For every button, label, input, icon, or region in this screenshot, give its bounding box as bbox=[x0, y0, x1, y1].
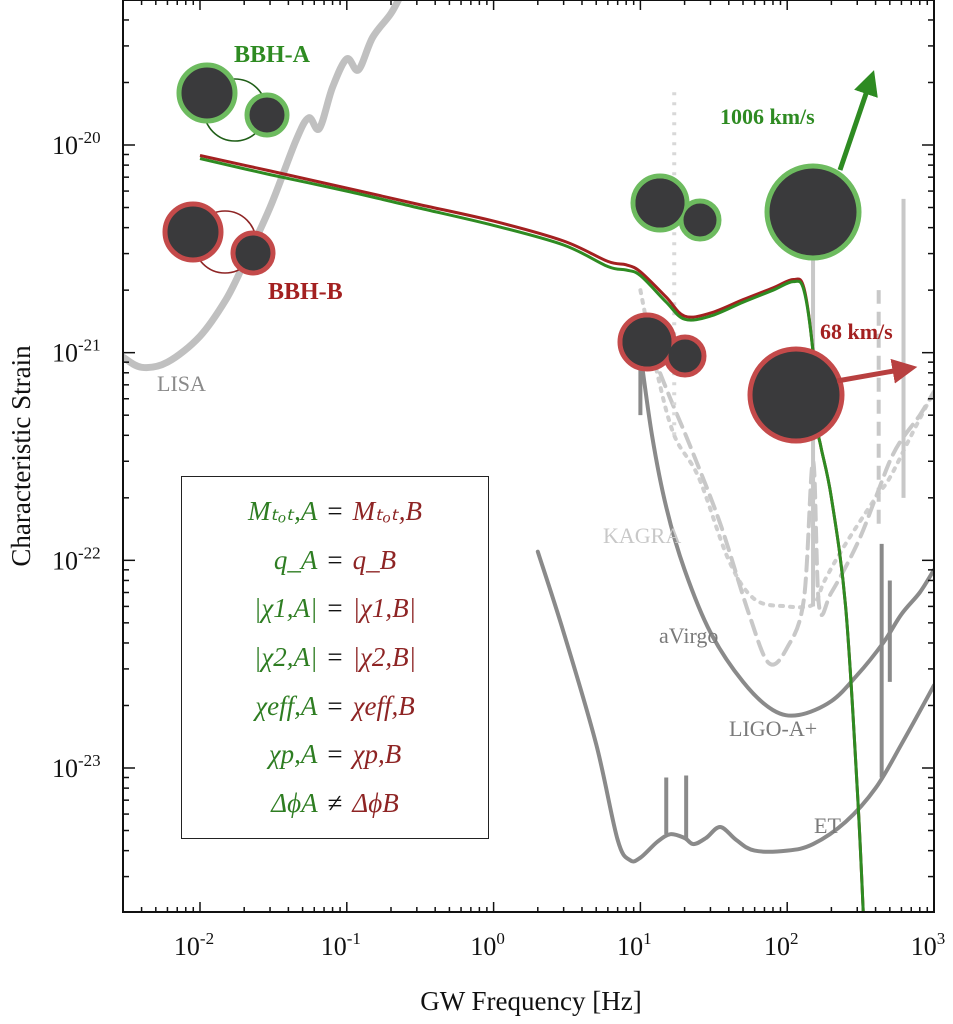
y-tick-label: 10-22 bbox=[52, 543, 101, 575]
et-label: ET bbox=[814, 813, 841, 838]
avirgo-label: aVirgo bbox=[659, 623, 718, 648]
kagra-label: KAGRA bbox=[603, 523, 681, 548]
bbh-b-merging-bh-icon bbox=[663, 334, 707, 378]
y-tick-label: 10-23 bbox=[52, 751, 101, 783]
detector-curve-et bbox=[535, 549, 934, 864]
equation-row: χeff,A = χeff,B bbox=[255, 691, 414, 722]
equation-operator: ≠ bbox=[327, 788, 343, 819]
equation-lhs: |χ2,A| bbox=[253, 641, 318, 672]
x-tick-label: 103 bbox=[911, 929, 946, 961]
detector-curve-lisa bbox=[123, 0, 403, 372]
bbh-b-merger-illustration bbox=[617, 312, 918, 444]
bbh-b-kick-velocity-label: 68 km/s bbox=[820, 319, 893, 344]
equation-operator: = bbox=[327, 593, 343, 624]
y-axis-title: Characteristic Strain bbox=[6, 345, 36, 567]
x-tick-label: 102 bbox=[764, 929, 799, 961]
bbh-b-kick-arrow-icon bbox=[836, 358, 918, 384]
x-tick-label: 100 bbox=[470, 929, 504, 961]
detector-curve-kagra bbox=[638, 288, 934, 610]
bbh-a-primary-bh-icon bbox=[176, 62, 238, 124]
equation-rhs: χeff,B bbox=[352, 690, 415, 721]
bbh-a-merging-bh-icon bbox=[678, 198, 722, 242]
bbh-a-secondary-bh-icon bbox=[244, 92, 290, 138]
bbh-a-remnant-bh-icon bbox=[764, 163, 862, 261]
equation-row: |χ1,A| = |χ1,B| bbox=[254, 593, 416, 624]
parameter-equations-box: Mₜₒₜ,A = Mₜₒₜ,B q_A = q_B |χ1,A| = |χ1,B| |χ2,A| =… bbox=[181, 476, 489, 839]
y-tick-label: 10-20 bbox=[52, 128, 101, 160]
equation-operator: = bbox=[327, 739, 343, 770]
bbh-a-kick-arrow-icon bbox=[837, 70, 878, 171]
bbh-a-label: BBH-A bbox=[234, 42, 311, 68]
equation-rhs: q_B bbox=[352, 544, 397, 575]
equation-rhs: χp,B bbox=[352, 739, 402, 770]
equation-row: χp,A = χp,B bbox=[269, 739, 401, 770]
x-tick-label: 10-1 bbox=[321, 929, 361, 961]
equation-rhs: |χ2,B| bbox=[352, 641, 417, 672]
equation-row: ΔϕA ≠ ΔϕB bbox=[271, 788, 398, 819]
axes: 10-2 10-1 100 101 102 103 10-20 10-21 10-22 10-23 bbox=[52, 0, 945, 961]
bbh-a-merger-illustration bbox=[630, 70, 878, 261]
signal-curve-bbh-a bbox=[199, 157, 865, 912]
equation-row: Mₜₒₜ,A = Mₜₒₜ,B bbox=[248, 496, 422, 527]
bbh-b-remnant-bh-icon bbox=[747, 346, 845, 444]
ligo-aplus-label: LIGO-A+ bbox=[729, 716, 817, 741]
bbh-b-secondary-bh-icon bbox=[230, 230, 276, 276]
detector-curve-ligo-a- bbox=[638, 350, 934, 718]
equation-lhs: χeff,A bbox=[255, 690, 318, 721]
equation-lhs: Mₜₒₜ,A bbox=[248, 495, 318, 526]
signal-curves bbox=[199, 154, 865, 912]
equation-operator: = bbox=[327, 641, 343, 672]
equation-lhs: ΔϕA bbox=[271, 788, 318, 819]
equation-operator: = bbox=[327, 544, 343, 575]
equation-lhs: χp,A bbox=[268, 739, 318, 770]
equation-rhs: |χ1,B| bbox=[352, 593, 417, 624]
x-tick-label: 10-2 bbox=[174, 929, 214, 961]
x-tick-label: 101 bbox=[617, 929, 652, 961]
equation-lhs: |χ1,A| bbox=[253, 593, 318, 624]
bbh-b-label: BBH-B bbox=[268, 279, 343, 305]
equation-lhs: q_A bbox=[273, 544, 318, 575]
equation-rhs: ΔϕB bbox=[352, 788, 399, 819]
bbh-a-binary-illustration bbox=[176, 62, 290, 142]
plot-frame bbox=[122, 0, 935, 913]
equation-operator: = bbox=[327, 690, 343, 721]
equation-row: q_A = q_B bbox=[274, 545, 396, 576]
equation-rhs: Mₜₒₜ,B bbox=[352, 495, 422, 526]
detector-spectral-lines bbox=[638, 91, 906, 841]
bbh-a-kick-velocity-label: 1006 km/s bbox=[720, 104, 815, 129]
bbh-b-binary-illustration bbox=[162, 201, 276, 276]
x-axis-title: GW Frequency [Hz] bbox=[420, 986, 641, 1016]
equation-row: |χ2,A| = |χ2,B| bbox=[254, 642, 416, 673]
bbh-b-primary-bh-icon bbox=[162, 201, 224, 263]
y-tick-label: 10-21 bbox=[52, 336, 101, 368]
equation-operator: = bbox=[327, 495, 343, 526]
lisa-label: LISA bbox=[157, 371, 206, 396]
